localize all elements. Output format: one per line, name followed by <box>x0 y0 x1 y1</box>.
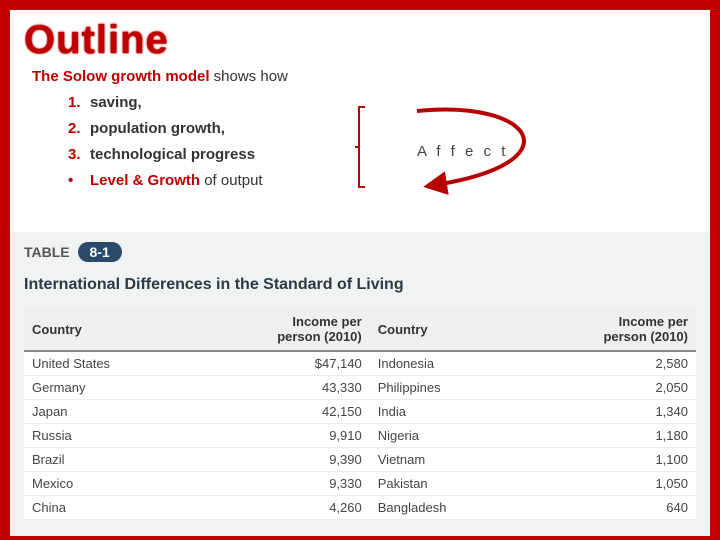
cell-country: Indonesia <box>370 351 546 376</box>
data-table: Country Income per person (2010) Country… <box>24 308 696 520</box>
cell-country: Brazil <box>24 448 220 472</box>
list-item-text: technological progress <box>90 146 255 163</box>
cell-country: United States <box>24 351 220 376</box>
col-country: Country <box>24 308 220 351</box>
page-title: Outline <box>10 10 710 65</box>
cell-country: Pakistan <box>370 472 546 496</box>
col-income: Income per person (2010) <box>220 308 370 351</box>
intro-after: shows how <box>210 68 288 85</box>
table-block: TABLE 8-1 International Differences in t… <box>10 232 710 536</box>
cell-country: Germany <box>24 376 220 400</box>
cell-income: 1,340 <box>546 400 696 424</box>
list-item-text: population growth, <box>90 120 225 137</box>
bullet-bold: Level & Growth <box>90 172 200 189</box>
cell-income: $47,140 <box>220 351 370 376</box>
cell-country: Vietnam <box>370 448 546 472</box>
intro-lead: The Solow growth model <box>32 68 210 85</box>
table-tag: TABLE 8-1 <box>24 242 122 262</box>
table-header-row: Country Income per person (2010) Country… <box>24 308 696 351</box>
cell-income: 9,910 <box>220 424 370 448</box>
cell-country: Bangladesh <box>370 496 546 520</box>
cell-income: 43,330 <box>220 376 370 400</box>
table-tag-text: TABLE <box>24 244 70 260</box>
cell-country: Philippines <box>370 376 546 400</box>
table-row: United States$47,140Indonesia2,580 <box>24 351 696 376</box>
cell-income: 2,050 <box>546 376 696 400</box>
cell-income: 1,050 <box>546 472 696 496</box>
cell-country: Mexico <box>24 472 220 496</box>
cell-country: Nigeria <box>370 424 546 448</box>
affect-label: A f f e c t <box>417 143 508 160</box>
affect-annotation: A f f e c t <box>355 105 585 200</box>
col-income: Income per person (2010) <box>546 308 696 351</box>
table-title: International Differences in the Standar… <box>24 276 696 294</box>
cell-country: China <box>24 496 220 520</box>
table-row: Russia9,910Nigeria1,180 <box>24 424 696 448</box>
cell-income: 2,580 <box>546 351 696 376</box>
table-body: United States$47,140Indonesia2,580German… <box>24 351 696 520</box>
cell-income: 1,100 <box>546 448 696 472</box>
cell-country: Japan <box>24 400 220 424</box>
cell-income: 9,390 <box>220 448 370 472</box>
bullet-rest: of output <box>200 172 263 189</box>
col-country: Country <box>370 308 546 351</box>
list-item-text: saving, <box>90 94 142 111</box>
cell-income: 42,150 <box>220 400 370 424</box>
table-tag-number: 8-1 <box>78 242 122 262</box>
table-row: Brazil9,390Vietnam1,100 <box>24 448 696 472</box>
cell-income: 1,180 <box>546 424 696 448</box>
cell-income: 9,330 <box>220 472 370 496</box>
cell-income: 4,260 <box>220 496 370 520</box>
table-row: Japan42,150India1,340 <box>24 400 696 424</box>
table-row: China4,260Bangladesh640 <box>24 496 696 520</box>
cell-income: 640 <box>546 496 696 520</box>
cell-country: Russia <box>24 424 220 448</box>
cell-country: India <box>370 400 546 424</box>
table-row: Germany43,330Philippines2,050 <box>24 376 696 400</box>
table-row: Mexico9,330Pakistan1,050 <box>24 472 696 496</box>
